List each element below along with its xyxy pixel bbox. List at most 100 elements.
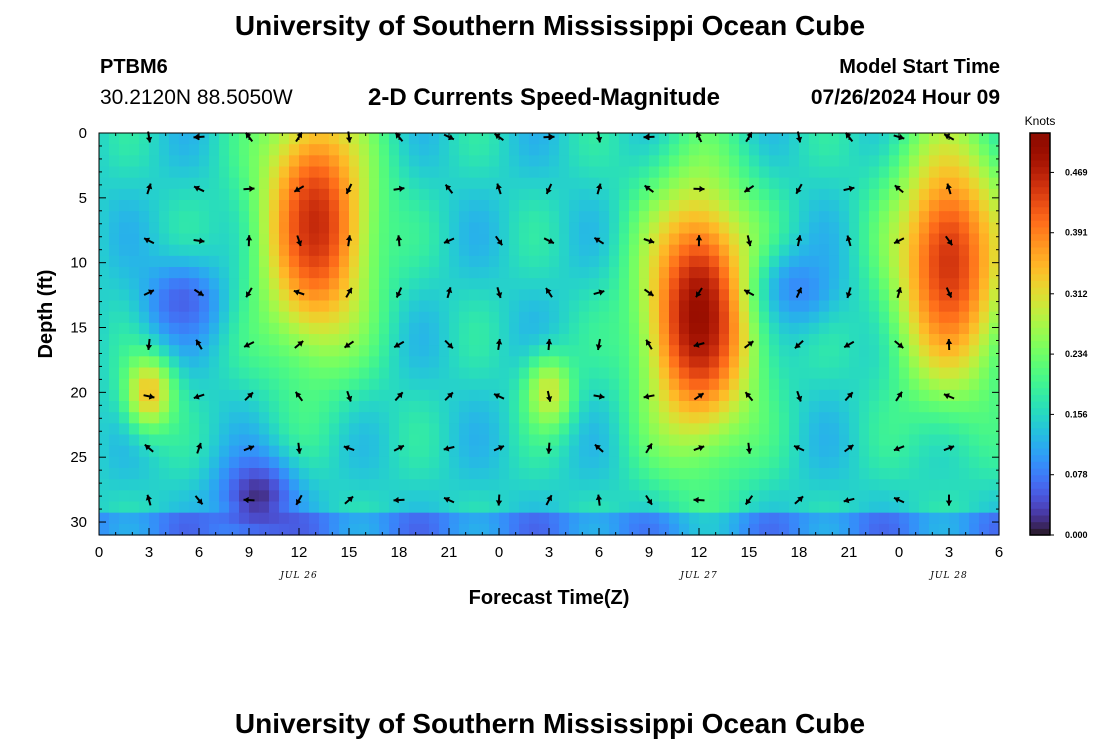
heatmap-cell xyxy=(149,479,160,491)
heatmap-cell xyxy=(989,490,1000,503)
heatmap-cell xyxy=(599,233,610,246)
heatmap-cell xyxy=(699,267,710,279)
heatmap-cell xyxy=(519,445,530,458)
heatmap-cell xyxy=(949,278,960,290)
heatmap-cell xyxy=(429,289,440,302)
heatmap-cell xyxy=(939,188,950,201)
heatmap-cell xyxy=(469,222,480,235)
heatmap-cell xyxy=(979,155,990,168)
current-vector xyxy=(193,288,205,297)
heatmap-cell xyxy=(349,479,360,491)
heatmap-cell xyxy=(869,434,880,447)
heatmap-cell xyxy=(839,300,850,313)
heatmap-cell xyxy=(909,356,920,369)
heatmap-cell xyxy=(199,267,210,279)
heatmap-cell xyxy=(919,512,930,525)
heatmap-cell xyxy=(429,345,440,357)
heatmap-cell xyxy=(749,412,760,424)
heatmap-cell xyxy=(779,166,790,179)
heatmap-cell xyxy=(359,378,370,391)
heatmap-cell xyxy=(639,144,650,156)
heatmap-cell xyxy=(949,322,960,335)
heatmap-cell xyxy=(449,456,460,469)
heatmap-cell xyxy=(399,177,410,190)
heatmap-cell xyxy=(359,300,370,313)
heatmap-cell xyxy=(399,311,410,324)
heatmap-cell xyxy=(759,378,770,391)
colorbar-segment xyxy=(1030,300,1050,308)
heatmap-cell xyxy=(489,177,500,190)
heatmap-cell xyxy=(769,456,780,469)
heatmap-cell xyxy=(749,523,760,536)
heatmap-cell xyxy=(669,144,680,156)
heatmap-cell xyxy=(629,278,640,290)
colorbar-tick-label: 0.000 xyxy=(1065,530,1088,540)
heatmap-cell xyxy=(589,144,600,156)
heatmap-cell xyxy=(689,255,700,268)
heatmap-cell xyxy=(629,144,640,156)
y-axis-title: Depth (ft) xyxy=(35,270,57,359)
heatmap-cell xyxy=(409,188,420,201)
heatmap-cell xyxy=(579,401,590,413)
heatmap-cell xyxy=(649,155,660,168)
heatmap-cell xyxy=(99,512,110,525)
heatmap-cell xyxy=(899,311,910,324)
heatmap-cell xyxy=(259,345,270,357)
heatmap-cell xyxy=(949,311,960,324)
heatmap-cell xyxy=(399,278,410,290)
heatmap-cell xyxy=(379,512,390,525)
heatmap-cell xyxy=(989,501,1000,514)
heatmap-cell xyxy=(819,278,830,290)
heatmap-cell xyxy=(279,456,290,469)
heatmap-cell xyxy=(269,166,280,179)
heatmap-cell xyxy=(199,334,210,346)
heatmap-cell xyxy=(859,334,870,346)
heatmap-cell xyxy=(609,255,620,268)
colorbar-tick-label: 0.312 xyxy=(1065,289,1088,299)
heatmap-cell xyxy=(989,222,1000,235)
heatmap-cell xyxy=(899,144,910,156)
heatmap-cell xyxy=(929,222,940,235)
vector-head xyxy=(948,445,955,452)
heatmap-cell xyxy=(379,155,390,168)
heatmap-cell xyxy=(189,367,200,380)
heatmap-cell xyxy=(379,233,390,246)
heatmap-cell xyxy=(879,490,890,503)
heatmap-cell xyxy=(319,289,330,302)
heatmap-cell xyxy=(919,267,930,279)
current-vector xyxy=(545,494,553,506)
heatmap-cell xyxy=(199,468,210,480)
heatmap-cell xyxy=(859,200,870,212)
heatmap-cell xyxy=(189,345,200,357)
heatmap-cell xyxy=(349,445,360,458)
heatmap-cell xyxy=(959,188,970,201)
heatmap-cell xyxy=(559,300,570,313)
heatmap-cell xyxy=(119,278,130,290)
heatmap-cell xyxy=(409,490,420,503)
heatmap-cell xyxy=(259,278,270,290)
heatmap-cell xyxy=(809,311,820,324)
heatmap-cell xyxy=(219,523,230,536)
current-vector xyxy=(443,237,455,244)
colorbar-segment xyxy=(1030,374,1050,382)
heatmap-cell xyxy=(359,244,370,257)
heatmap-cell xyxy=(709,267,720,279)
heatmap-cell xyxy=(229,244,240,257)
heatmap-cell xyxy=(879,378,890,391)
heatmap-cell xyxy=(389,211,400,223)
heatmap-cell xyxy=(599,378,610,391)
vector-head xyxy=(396,392,403,399)
heatmap-cell xyxy=(109,267,120,279)
heatmap-cell xyxy=(709,367,720,380)
heatmap-cell xyxy=(219,334,230,346)
heatmap-cell xyxy=(669,512,680,525)
heatmap-cell xyxy=(359,200,370,212)
heatmap-cell xyxy=(279,255,290,268)
colorbar-segment xyxy=(1030,220,1050,228)
heatmap-cell xyxy=(339,367,350,380)
heatmap-cell xyxy=(159,523,170,536)
heatmap-cell xyxy=(979,322,990,335)
heatmap-cell xyxy=(829,289,840,302)
heatmap-cell xyxy=(169,311,180,324)
heatmap-cell xyxy=(229,211,240,223)
